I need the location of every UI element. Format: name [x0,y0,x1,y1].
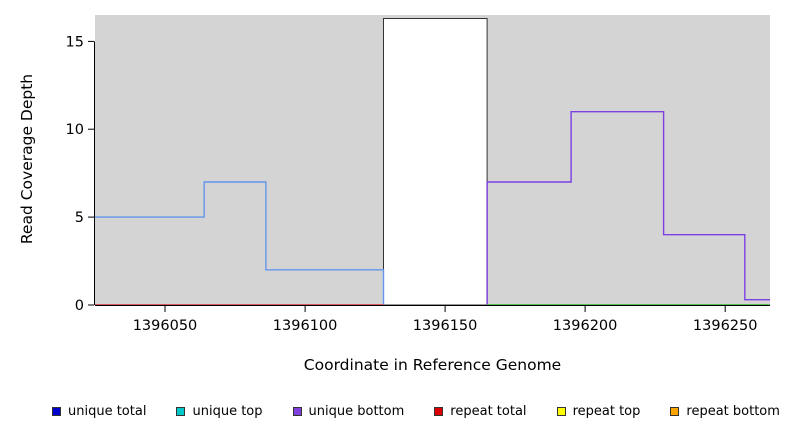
legend-swatch-icon [556,406,566,416]
legend-label: repeat total [450,403,527,419]
legend-item-unique-bottom: unique bottom [292,403,405,419]
y-tick-label: 15 [66,34,84,50]
legend-swatch-icon [52,406,61,416]
y-tick-label: 10 [66,122,84,138]
y-axis-title: Read Coverage Depth [18,73,36,245]
x-axis-title: Coordinate in Reference Genome [303,356,562,374]
chart-svg: 1396050 1396100 1396150 1396200 1396250 0 5 10 1… [66,15,770,334]
legend-item-unique-total: unique total [52,404,146,419]
legend-label: unique total [68,403,147,419]
x-tick-label: 1396100 [273,318,338,334]
series-line-coverage-right-unique-bottom [486,110,770,305]
legend-label: repeat bottom [686,403,780,419]
legend-item-unique-top: unique top [176,403,263,419]
x-tick-label: 1396250 [693,318,758,334]
x-tick-label: 1396050 [133,318,198,334]
legend-item-repeat-top: repeat top [556,403,641,419]
y-tick-label: 0 [75,298,84,314]
legend-swatch-icon [670,406,680,416]
series-line-coverage-left-unique [95,181,385,305]
legend-label: repeat top [572,403,641,419]
legend: unique total unique top unique bottom repea… [0,399,792,423]
y-tick-label: 5 [75,210,84,226]
legend-swatch-icon [176,406,186,416]
x-tick-label: 1396150 [413,318,478,334]
legend-item-repeat-bottom: repeat bottom [670,404,780,419]
x-tick-label: 1396200 [553,318,618,334]
legend-label: unique top [192,403,263,419]
legend-label: unique bottom [308,403,405,419]
masked-repeat-region [383,18,488,306]
legend-item-repeat-total: repeat total [434,403,527,419]
legend-swatch-icon [292,406,302,416]
legend-swatch-icon [434,406,444,416]
